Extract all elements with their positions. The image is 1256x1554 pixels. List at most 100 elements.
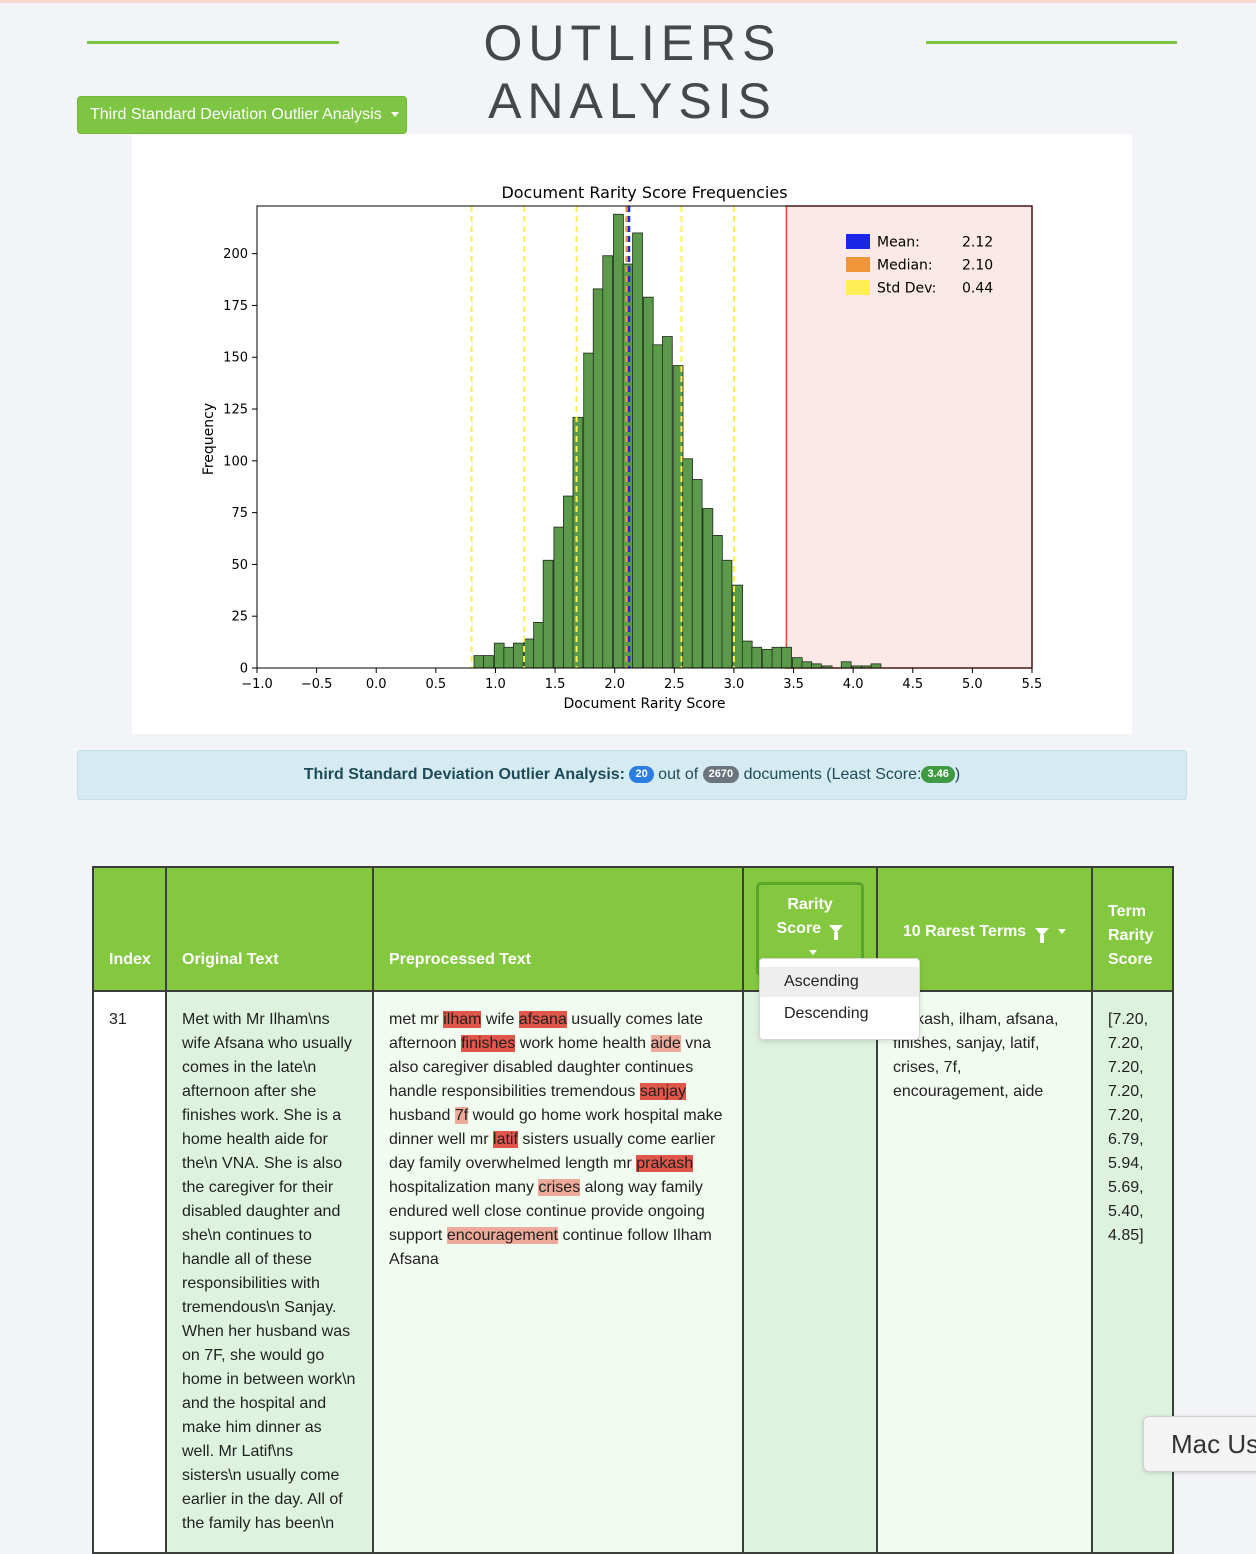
y-tick-label: 75 [231,506,248,521]
rarity-histogram: −1.0 −0.5 0.0 0.5 1.0 1.5 2.0 2.5 3.0 3.5 4.0 4.5 5.… [201,183,1043,712]
analysis-type-dropdown[interactable]: Third Standard Deviation Outlier Analysi… [77,96,407,134]
preprocessed-text-segment: wife [481,1011,519,1028]
cell-index: 31 [92,990,167,1554]
preprocessed-text-segment: work home health [515,1035,651,1052]
page-header: OUTLIERS ANALYSIS [87,12,1177,129]
x-tick-label: 0.5 [426,677,447,692]
rare-term-highlight: afsana [518,1011,567,1028]
sort-order-menu: Ascending Descending [759,958,920,1040]
x-tick-label: 0.0 [366,677,387,692]
rare-term-highlight: ilham [443,1011,482,1028]
summary-label: Third Standard Deviation Outlier Analysi… [303,766,626,783]
x-tick-label: 5.5 [1022,677,1043,692]
x-tick-label: 4.5 [902,677,923,692]
rare-term-highlight: aide [650,1035,681,1052]
legend-value: 0.44 [962,281,993,297]
histogram-bar [572,416,584,669]
x-tick-label: 5.0 [962,677,983,692]
y-tick-label: 25 [231,610,248,625]
x-tick-label: −0.5 [301,677,333,692]
legend-swatch [846,234,870,249]
rare-term-highlight: latif [493,1131,518,1148]
histogram-bar [563,495,574,669]
x-tick-label: 4.0 [843,677,864,692]
preprocessed-text-segment: hospitalization many [389,1179,539,1196]
sort-ascending-option[interactable]: Ascending [760,967,919,997]
preprocessed-text-segment: would go home work hospital make dinner … [389,1107,723,1148]
caret-down-icon [1058,929,1067,935]
table-header-row: Index Original Text Preprocessed Text Ra… [92,866,1174,992]
filter-icon [829,924,844,940]
histogram-bar [553,526,565,669]
preprocessed-text-segment: usually comes late afternoon [389,1011,703,1052]
x-tick-label: 3.0 [724,677,745,692]
histogram-bar [602,255,614,669]
histogram-bar [503,646,515,669]
legend-label: Median: [877,258,933,274]
col-header-original-text[interactable]: Original Text [165,866,374,992]
rarest-terms-label: 10 Rarest Terms [902,923,1027,940]
preprocessed-text-segment: along way family endured well close cont… [389,1179,705,1244]
y-tick-label: 100 [223,454,248,469]
histogram-bar [702,508,714,669]
summary-close-paren: ) [954,766,961,783]
chart-title: Document Rarity Score Frequencies [501,183,787,202]
x-tick-label: 2.0 [604,677,625,692]
col-header-preprocessed-text[interactable]: Preprocessed Text [372,866,744,992]
trs-label-line1: Term [1108,903,1146,920]
rare-term-highlight: sanjay [639,1083,687,1100]
preprocessed-text-segment: husband [389,1107,455,1124]
outliers-table-wrapper: Index Original Text Preprocessed Text Ra… [92,866,1174,1554]
summary-out-of: out of [658,766,699,783]
y-tick-label: 0 [240,662,248,677]
preprocessed-text-segment: vna also caregiver disabled daughter con… [389,1035,711,1100]
sort-descending-option[interactable]: Descending [784,1005,869,1022]
histogram-bar [642,296,654,669]
legend-swatch [846,257,870,272]
col-header-index[interactable]: Index [92,866,167,992]
histogram-bar [473,655,485,669]
histogram-bar [592,288,604,669]
y-tick-label: 150 [223,351,248,366]
histogram-bar [840,661,852,669]
histogram-bar [741,640,753,669]
col-header-rarest-terms[interactable]: 10 Rarest Terms [876,866,1093,992]
histogram-bar [493,642,505,669]
histogram-bar [483,655,494,669]
col-header-term-rarity-score[interactable]: Term Rarity Score [1091,866,1174,992]
x-axis-label: Document Rarity Score [563,696,725,712]
legend-value: 2.12 [962,235,993,251]
least-score-badge: 3.46 [921,766,955,784]
cell-rarest-terms: prakash, ilham, afsana, finishes, sanjay… [876,990,1093,1554]
title-rule-right [926,41,1177,44]
histogram-bar [811,663,822,669]
cell-original-text: Met with Mr Ilham\ns wife Afsana who usu… [165,990,374,1554]
mac-badge[interactable]: Mac Us [1143,1416,1256,1472]
histogram-bar [801,661,813,669]
plot-frame [256,205,1033,669]
x-tick-label: 1.5 [545,677,566,692]
analysis-type-label: Third Standard Deviation Outlier Analysi… [90,106,382,123]
total-docs-badge: 2670 [702,766,740,784]
page-title: OUTLIERS ANALYSIS [483,15,782,129]
histogram-bar [762,648,773,669]
summary-documents-text: documents (Least Score: [743,766,922,783]
filter-icon [1034,927,1049,943]
rarity-label-line2: Score [776,920,821,937]
rare-term-highlight: crises [538,1179,581,1196]
histogram-bar [771,646,783,669]
caret-down-icon [808,950,817,956]
legend-label: Std Dev: [877,281,936,297]
outlier-summary-bar: Third Standard Deviation Outlier Analysi… [77,750,1187,800]
legend-swatch [846,280,870,295]
x-tick-label: −1.0 [241,677,273,692]
cell-preprocessed-text: met mr ilham wife afsana usually comes l… [372,990,744,1554]
histogram-bar [523,638,535,669]
histogram-bar [632,232,643,669]
title-rule-left [87,41,339,44]
histogram-bar [870,663,882,669]
histogram-bar [542,559,554,669]
histogram-bar [533,622,544,669]
caret-down-icon [391,112,400,118]
histogram-bar [751,646,763,669]
